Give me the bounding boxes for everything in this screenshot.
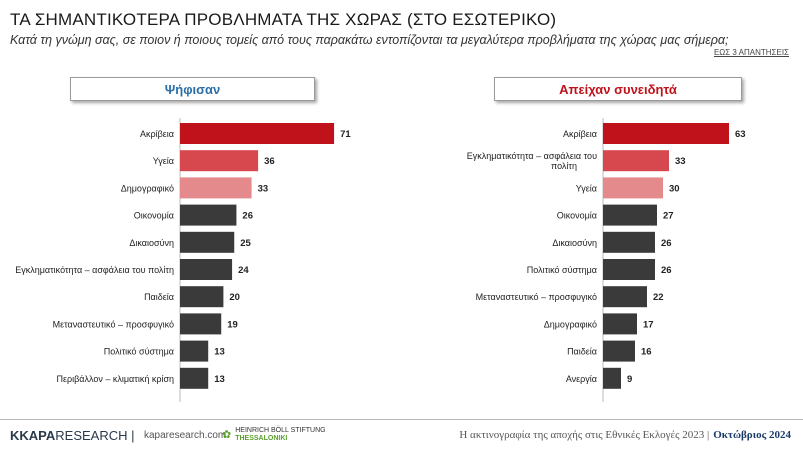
bar	[180, 177, 252, 199]
chart-abstained: Ακρίβεια 63 Εγκληματικότητα – ασφάλεια του…	[467, 118, 746, 402]
panel-header-abstained: Απείχαν συνειδητά	[494, 77, 742, 101]
category-label: Ανεργία	[566, 374, 597, 384]
value-label: 33	[258, 183, 269, 194]
value-label: 30	[669, 183, 680, 194]
kapa-logo-mark: K	[10, 427, 20, 443]
value-label: 26	[242, 211, 253, 222]
value-label: 19	[227, 319, 238, 330]
value-label: 24	[238, 265, 249, 276]
hbs-city: THESSALONIKI	[235, 435, 288, 442]
hbs-flower-icon: ✿	[222, 429, 232, 441]
bar	[180, 123, 335, 144]
answers-note: ΕΩΣ 3 ΑΠΑΝΤΗΣΕΙΣ	[713, 48, 789, 57]
category-label: Δημογραφικό	[544, 319, 597, 329]
bar	[180, 340, 209, 362]
bar	[180, 204, 237, 226]
category-label: Μεταναστευτικό – προσφυγικό	[53, 319, 174, 329]
value-label: 71	[340, 129, 351, 140]
page-subtitle: Κατά τη γνώμη σας, σε ποιον ή ποιους τομ…	[10, 33, 729, 47]
category-label: Δικαιοσύνη	[552, 238, 597, 248]
kapa-site-link[interactable]: kaparesearch.com	[144, 429, 227, 441]
bar	[603, 367, 621, 389]
bar	[180, 313, 222, 335]
category-label: Δημογραφικό	[121, 183, 174, 193]
value-label: 22	[653, 292, 664, 303]
bar	[603, 177, 663, 199]
value-label: 26	[661, 238, 672, 249]
bar	[603, 150, 669, 172]
category-label: Παιδεία	[144, 292, 174, 302]
value-label: 13	[214, 347, 225, 358]
kapa-logo: K KAPA RESEARCH |	[10, 425, 135, 445]
panel-header-voted: Ψήφισαν	[70, 77, 315, 101]
value-label: 27	[663, 211, 674, 222]
page-title: ΤΑ ΣΗΜΑΝΤΙΚΟΤΕΡΑ ΠΡΟΒΛΗΜΑΤΑ ΤΗΣ ΧΩΡΑΣ (Σ…	[10, 10, 557, 29]
category-label: Μεταναστευτικό – προσφυγικό	[476, 292, 597, 302]
category-label: Υγεία	[576, 183, 597, 193]
hbs-name: HEINRICH BÖLL STIFTUNG	[235, 427, 326, 434]
category-label: Υγεία	[153, 156, 174, 166]
bar	[603, 123, 729, 144]
bar	[603, 231, 655, 253]
category-label: Περιβάλλον – κλιματική κρίση	[56, 374, 174, 384]
footer-caption-text: Η ακτινογραφία της αποχής στις Εθνικές Ε…	[459, 429, 710, 441]
kapa-logo-text: KAPA	[19, 427, 56, 443]
footer-date: Οκτώβριος 2024	[713, 429, 791, 441]
category-label: Πολιτικό σύστημα	[527, 265, 597, 275]
bar	[180, 231, 235, 253]
bar	[180, 286, 224, 308]
category-label: Οικονομία	[557, 211, 597, 221]
value-label: 63	[735, 129, 746, 140]
category-label: Εγκληματικότητα – ασφάλεια του πολίτη	[467, 151, 597, 171]
hbs-logo: ✿ HEINRICH BÖLL STIFTUNG THESSALONIKI	[222, 425, 326, 445]
footer-divider	[0, 419, 803, 420]
kapa-logo-research: RESEARCH |	[55, 427, 135, 443]
value-label: 16	[641, 347, 652, 358]
category-label: Οικονομία	[134, 211, 174, 221]
value-label: 9	[627, 374, 632, 385]
value-label: 25	[240, 238, 251, 249]
value-label: 36	[264, 156, 275, 167]
category-label: Δικαιοσύνη	[129, 238, 174, 248]
category-label: Εγκληματικότητα – ασφάλεια του πολίτη	[15, 265, 174, 275]
bar	[603, 286, 647, 308]
value-label: 17	[643, 319, 654, 330]
bar	[603, 204, 657, 226]
bar	[180, 259, 233, 280]
value-label: 13	[214, 374, 225, 385]
value-label: 33	[675, 156, 686, 167]
bar	[603, 259, 655, 280]
bar	[603, 340, 635, 362]
value-label: 26	[661, 265, 672, 276]
category-label: Πολιτικό σύστημα	[104, 347, 174, 357]
footer-caption: Η ακτινογραφία της αποχής στις Εθνικές Ε…	[459, 425, 791, 445]
bar	[180, 367, 209, 389]
bar	[180, 150, 259, 172]
chart-voted: Ακρίβεια 71 Υγεία 36 Δημογραφικό 33 Οικονομία 2…	[15, 118, 351, 402]
bar	[603, 313, 637, 335]
category-label: Παιδεία	[567, 347, 597, 357]
value-label: 20	[229, 292, 240, 303]
category-label: Ακρίβεια	[563, 129, 597, 139]
category-label: Ακρίβεια	[140, 129, 174, 139]
